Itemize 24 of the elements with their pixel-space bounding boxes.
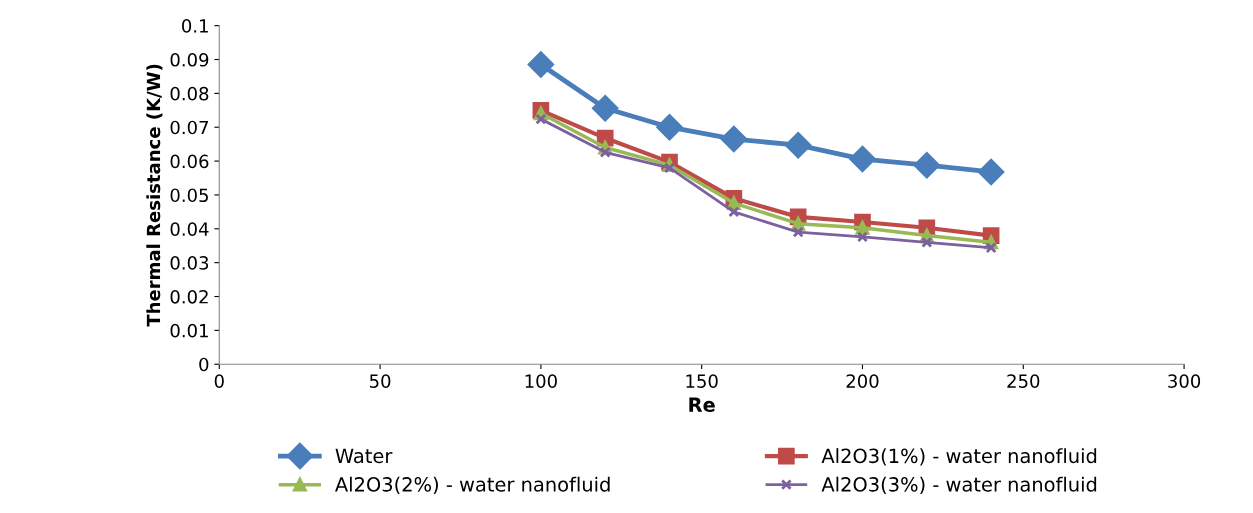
- y-tick-label: 0.06: [170, 154, 209, 169]
- y-tick-label: 0.01: [170, 323, 208, 338]
- x-tick-label: 300: [1168, 374, 1201, 388]
- y-tick-label: 0.08: [170, 86, 209, 101]
- x-tick-label: 0: [214, 374, 224, 388]
- y-axis-title: Thermal Resistance (K/W): [146, 64, 163, 327]
- legend-label: Al2O3(3%) - water nanofluid: [821, 476, 1097, 495]
- x-tick-label: 200: [846, 374, 879, 388]
- y-tick-label: 0.05: [170, 188, 208, 203]
- x-tick-label: 100: [525, 374, 557, 388]
- y-tick-label: 0.04: [170, 222, 209, 236]
- x-axis-title: Re: [689, 397, 715, 413]
- y-tick-label: 0.1: [182, 19, 208, 33]
- legend-label: Water: [335, 448, 393, 464]
- y-tick-label: 0.09: [170, 52, 209, 67]
- x-tick-label: 150: [686, 374, 718, 388]
- x-tick-label: 250: [1007, 374, 1040, 388]
- y-tick-label: 0.02: [170, 289, 208, 304]
- x-tick-label: 50: [369, 374, 391, 388]
- y-tick-label: 0.07: [170, 120, 209, 135]
- y-tick-label: 0: [199, 357, 209, 372]
- y-tick-label: 0.03: [170, 256, 209, 270]
- legend-label: Al2O3(1%) - water nanofluid: [821, 448, 1097, 466]
- legend-label: Al2O3(2%) - water nanofluid: [335, 476, 610, 495]
